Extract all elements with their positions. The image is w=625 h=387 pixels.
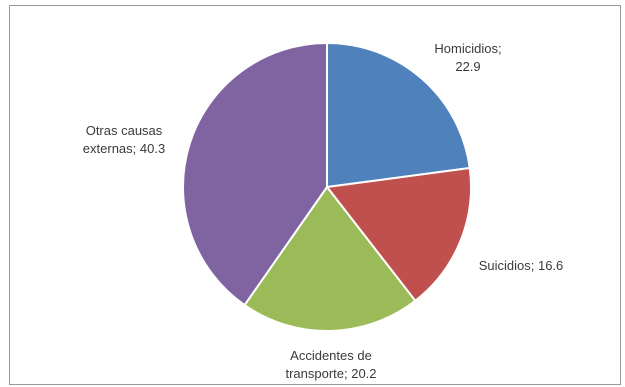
slice-label-accidentes-de-transporte: Accidentes de transporte; 20.2 [285, 348, 376, 381]
slice-label-otras-causas-externas: Otras causas externas; 40.3 [83, 123, 165, 156]
pie-slice-otras-causas-externas [182, 41, 328, 307]
pie-slice-homicidios [326, 41, 471, 189]
slice-label-suicidios: Suicidios; 16.6 [479, 258, 564, 273]
slice-label-homicidios: Homicidios; 22.9 [434, 41, 501, 74]
pie-slice-suicidios [325, 166, 473, 303]
pie-slice-accidentes-de-transporte [243, 185, 417, 332]
